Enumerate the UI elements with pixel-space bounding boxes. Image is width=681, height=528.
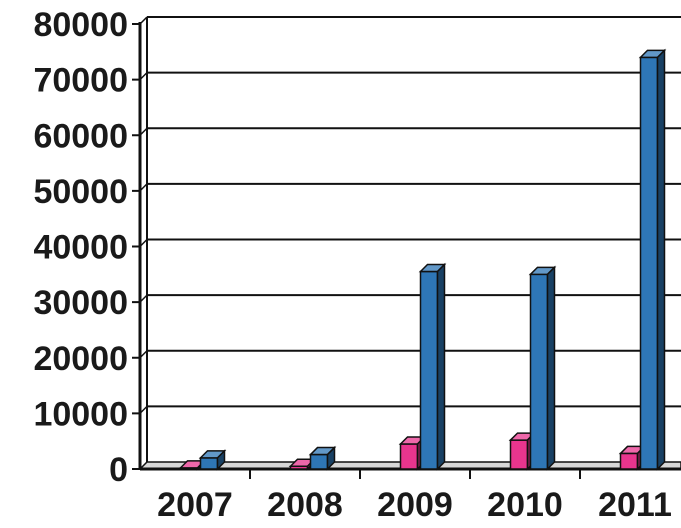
bar-2008-series-2 (308, 445, 337, 471)
x-tick-label: 2011 (598, 486, 672, 524)
bar-2009-series-2 (418, 262, 447, 471)
x-tick-label: 2010 (487, 486, 563, 524)
x-tick-label: 2007 (157, 486, 233, 524)
y-tick-label: 40000 (33, 229, 128, 267)
y-tick-label: 20000 (33, 340, 128, 378)
y-tick-label: 30000 (33, 284, 128, 322)
bar-2011-series-2 (638, 48, 667, 471)
gridlines (139, 16, 681, 414)
bars (178, 48, 667, 471)
y-tick-label: 80000 (33, 6, 128, 44)
y-tick-labels: 0 10000 20000 30000 40000 50000 60000 70000 8000… (33, 6, 128, 489)
bar-2007-series-2 (198, 449, 227, 471)
y-tick-label: 0 (109, 451, 128, 489)
bar-2010-series-2 (528, 265, 557, 471)
x-tick-label: 2008 (267, 486, 343, 524)
y-tick-label: 60000 (33, 117, 128, 155)
y-tick-label: 70000 (33, 62, 128, 100)
axes (132, 17, 681, 479)
y-tick-label: 50000 (33, 173, 128, 211)
x-tick-labels: 2007 2008 2009 2010 2011 (157, 486, 672, 524)
y-tick-label: 10000 (33, 395, 128, 433)
x-tick-label: 2009 (377, 486, 453, 524)
